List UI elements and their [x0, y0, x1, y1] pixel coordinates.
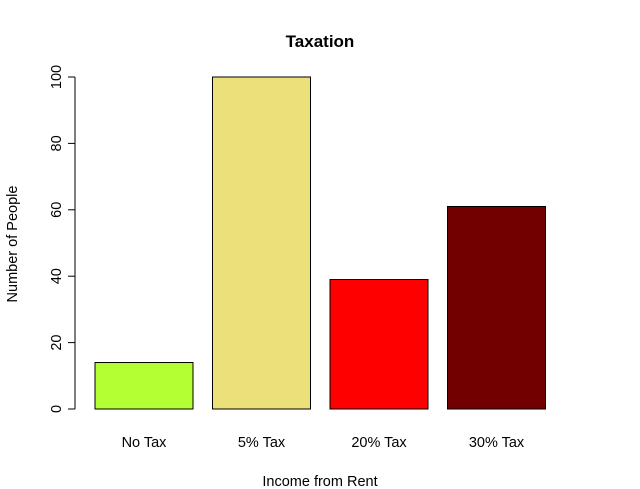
bar-no-tax	[94, 362, 194, 410]
x-tick-label: No Tax	[122, 435, 168, 451]
y-tick-label: 0	[49, 405, 65, 413]
bar-30-tax	[447, 205, 546, 410]
y-axis-label: Number of People	[5, 186, 21, 303]
bar-5-tax	[212, 76, 311, 410]
y-tick-label: 80	[49, 135, 65, 151]
y-tick-label: 40	[49, 268, 65, 284]
y-tick-label: 20	[49, 335, 65, 351]
x-tick-label: 30% Tax	[469, 435, 525, 451]
x-tick-label: 20% Tax	[351, 435, 407, 451]
y-axis: 0 20 40 60 80 100	[49, 65, 76, 413]
chart-title: Taxation	[286, 32, 355, 51]
y-tick-label: 100	[49, 65, 65, 89]
x-axis-label: Income from Rent	[262, 474, 377, 489]
y-tick-label: 60	[49, 202, 65, 218]
bar-20-tax	[329, 279, 429, 410]
x-tick-label: 5% Tax	[238, 435, 286, 451]
x-tick-labels: No Tax 5% Tax 20% Tax 30% Tax	[122, 435, 525, 451]
bars-group	[94, 76, 546, 410]
